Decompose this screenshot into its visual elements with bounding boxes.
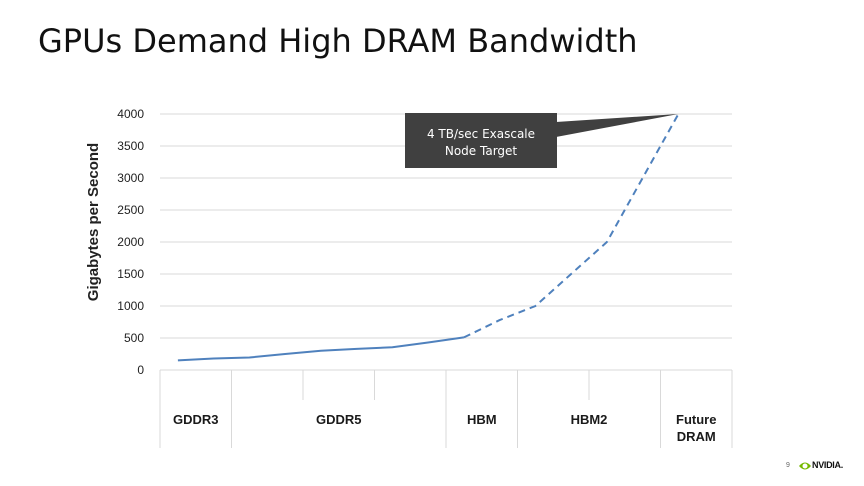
page-number: 9 — [786, 462, 790, 469]
callout-box — [405, 113, 557, 168]
y-tick-0: 0 — [137, 363, 144, 377]
y-tick-3500: 3500 — [117, 139, 144, 153]
category-label-4-0: Future — [676, 412, 716, 427]
annotation-callout: 4 TB/sec Exascale Node Target — [405, 113, 679, 168]
grid-lines — [160, 113, 732, 371]
category-label-1: GDDR5 — [316, 412, 362, 427]
y-axis-label: Gigabytes per Second — [85, 143, 102, 301]
category-label-2: HBM — [467, 412, 497, 427]
category-label-0: GDDR3 — [173, 412, 219, 427]
category-axis: GDDR3 GDDR5 HBM HBM2 Future DRAM — [159, 370, 733, 448]
nvidia-logo: NVIDIA. — [798, 458, 848, 474]
y-tick-500: 500 — [124, 331, 144, 345]
callout-line-1: 4 TB/sec Exascale — [427, 127, 535, 141]
y-tick-1000: 1000 — [117, 299, 144, 313]
y-tick-1500: 1500 — [117, 267, 144, 281]
logo-text: NVIDIA. — [812, 460, 843, 470]
callout-line-2: Node Target — [445, 144, 518, 158]
category-label-3: HBM2 — [571, 412, 608, 427]
series-line-dashed — [463, 113, 680, 339]
y-tick-3000: 3000 — [117, 171, 144, 185]
nvidia-eye-icon — [799, 462, 811, 470]
y-tick-4000: 4000 — [117, 107, 144, 121]
y-tick-2500: 2500 — [117, 203, 144, 217]
slide-title: GPUs Demand High DRAM Bandwidth — [38, 22, 638, 60]
category-label-4-1: DRAM — [677, 429, 716, 444]
callout-pointer — [556, 114, 679, 137]
y-tick-2000: 2000 — [117, 235, 144, 249]
y-tick-labels: 0 500 1000 1500 2000 2500 3000 3500 4000 — [117, 107, 144, 377]
series-line-solid — [177, 336, 465, 362]
